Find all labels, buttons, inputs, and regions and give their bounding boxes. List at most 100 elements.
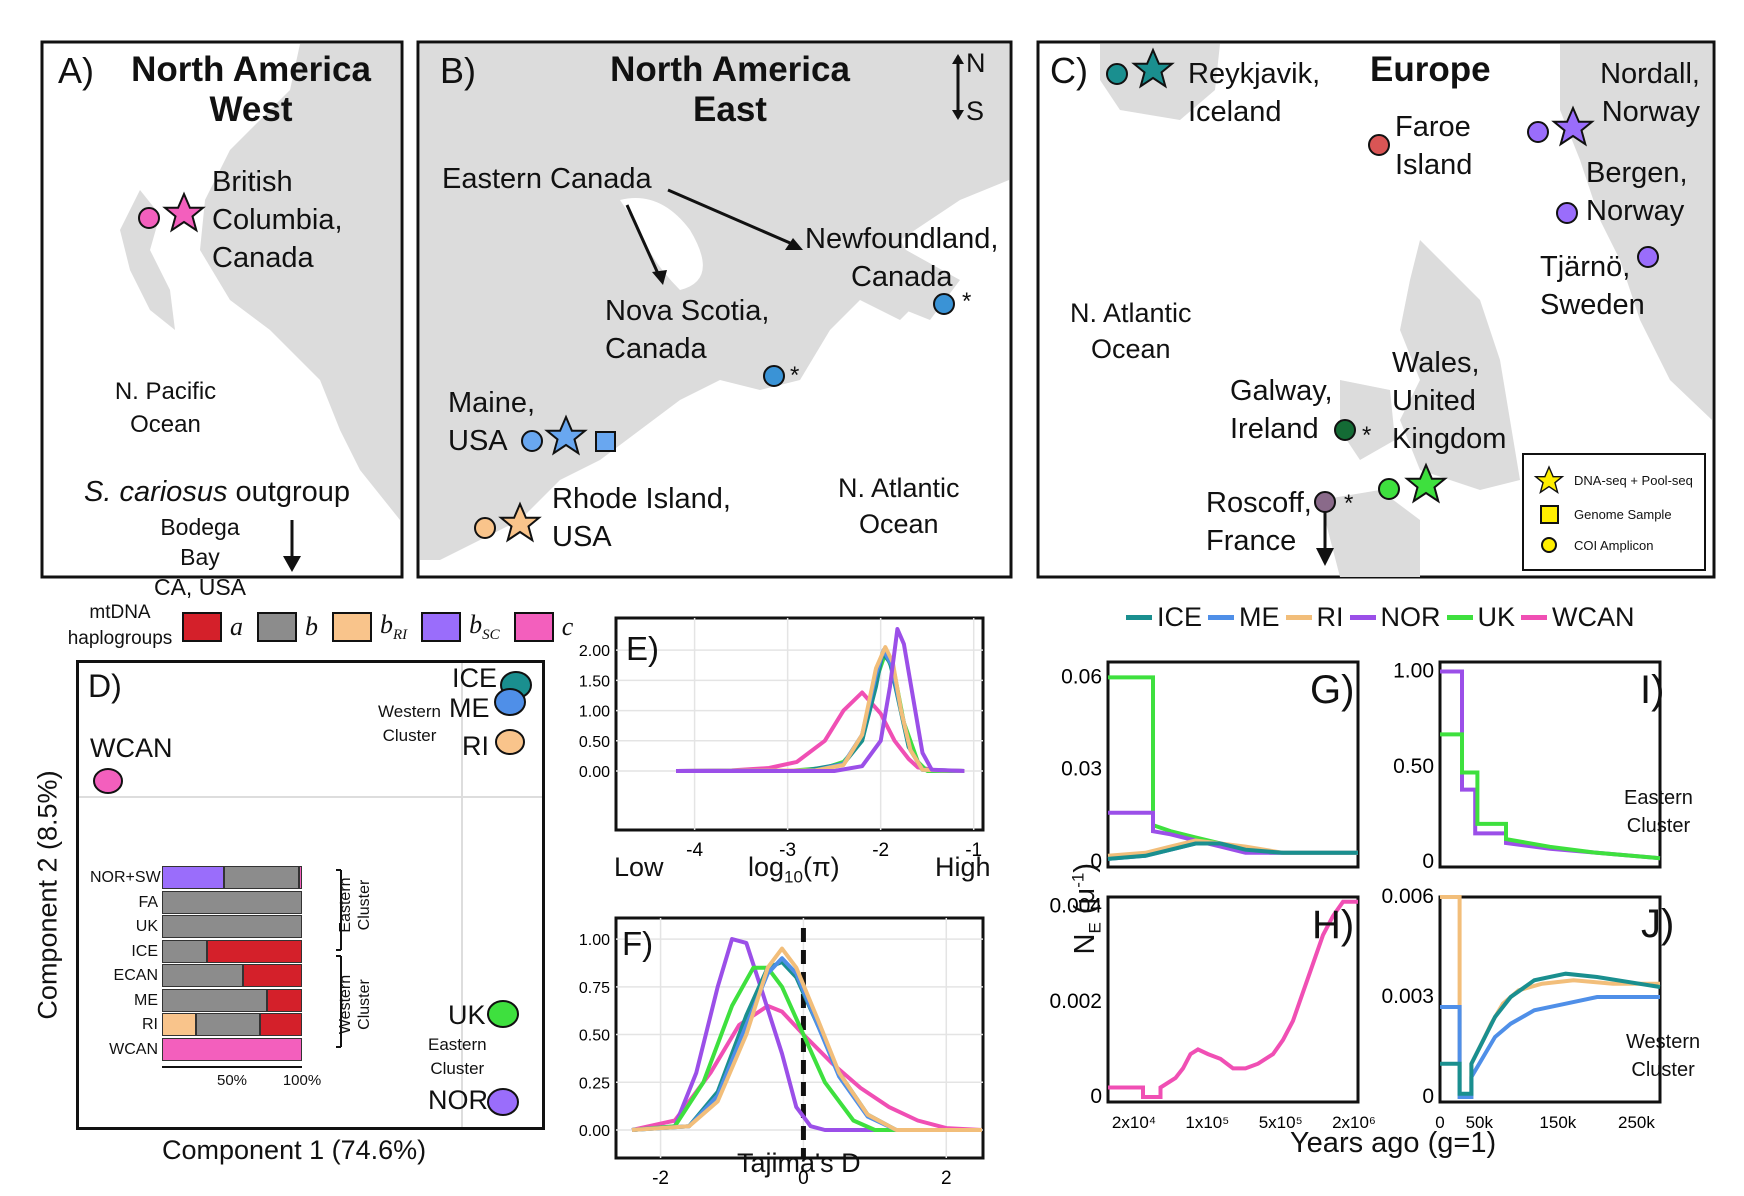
- series-line-nor: [631, 937, 982, 1132]
- roscoff-label: Roscoff, France: [1206, 487, 1312, 557]
- panel-h-letter: H): [1312, 903, 1355, 947]
- ytick-label: 0.50: [1393, 755, 1434, 778]
- wales-label: Wales, United Kingdom: [1392, 347, 1507, 455]
- coi-marker-me: [521, 430, 543, 452]
- maps-svg: [40, 40, 1716, 579]
- coi-marker-nf: [933, 293, 955, 315]
- coi-marker-ri: [474, 517, 496, 539]
- ytick-label: 1.50: [579, 673, 610, 690]
- coi-marker-ice: [1106, 63, 1128, 85]
- chart-j: 0 0.003 0.006 0 50k 150k 250k: [1381, 885, 1662, 1132]
- bar-segment: [162, 890, 302, 914]
- ytick-label: 0: [1090, 850, 1102, 873]
- chart-frame-g: [1106, 660, 1360, 869]
- xtick-label: -2: [872, 840, 889, 861]
- pca-label-nor: NOR: [428, 1085, 488, 1115]
- star-marker-ri: [500, 503, 540, 542]
- bar-row-label: UK: [135, 918, 158, 935]
- ytick-label: 0.75: [579, 980, 610, 997]
- haplogroup-swatch-2: [332, 612, 372, 642]
- bar-row-label: ME: [134, 991, 158, 1009]
- ytick-label: 0: [1422, 1085, 1434, 1108]
- haplogroup-bar-inset: NOR+SW FA UK ICE ECAN ME RI WCAN 50% 100%: [90, 866, 380, 1089]
- legend-line-wcan: [1521, 614, 1548, 620]
- pca-point-nor: [487, 1088, 519, 1116]
- bar-segment: [206, 939, 302, 963]
- chart-h: 0 0.002 0.004 2x10⁴ 1x10⁵ 5x10⁵ 2x10⁶: [1049, 895, 1376, 1132]
- chart-f: 0.00 0.25 0.50 0.75 1.00 -2 0 2: [579, 916, 985, 1189]
- rhode-island-label: Rhode Island, USA: [552, 483, 731, 553]
- haplogroup-swatch-3: [421, 612, 462, 642]
- pca-label-uk: UK: [448, 1000, 486, 1030]
- e-xlabel-high: High: [935, 852, 991, 882]
- legend-label-ri: RI: [1316, 601, 1344, 632]
- bar-segment: [162, 1037, 302, 1061]
- series-line-uk: [631, 965, 982, 1132]
- haplogroup-label-4: c: [561, 612, 574, 641]
- panel-b-title: North America East: [610, 50, 850, 129]
- bar-row-label: WCAN: [109, 1040, 158, 1058]
- xtick-label: 2x10⁶: [1332, 1113, 1376, 1132]
- bar-segment: [223, 866, 300, 889]
- bar-axis: [162, 1066, 302, 1068]
- haplogroup-label-2: bRI: [380, 609, 408, 644]
- legend-line-me: [1208, 614, 1235, 620]
- bergen-label: Bergen, Norway: [1586, 157, 1688, 227]
- bar-tick-label: 100%: [282, 1072, 322, 1089]
- j-annotation: Western Cluster: [1626, 1031, 1701, 1081]
- compass-n: N: [966, 48, 986, 78]
- series-line-ice: [1107, 841, 1358, 861]
- legend-line-uk: [1446, 614, 1473, 620]
- newfoundland-label: Newfoundland, Canada: [805, 223, 999, 293]
- genome-marker-me: [595, 431, 616, 452]
- bar-row-label: ECAN: [113, 967, 158, 984]
- panel-a-title: North America West: [131, 50, 371, 129]
- xtick-label: 50k: [1466, 1113, 1494, 1132]
- ne-series-legend: ICE ME RI NOR UK WCAN: [1120, 600, 1635, 634]
- haplogroup-sublabel-3: SC: [482, 627, 500, 644]
- bar-row-label: NOR+SW: [90, 869, 161, 886]
- haplogroup-swatch-4: [513, 612, 554, 642]
- ytick-label: 0: [1422, 850, 1434, 873]
- chart-i: 0 0.50 1.00: [1393, 660, 1662, 873]
- tjarno-label: Tjärnö, Sweden: [1540, 251, 1645, 321]
- series-line-wcan: [1108, 899, 1358, 1099]
- legend-label-uk: UK: [1477, 601, 1516, 632]
- panel-a-letter: A): [58, 50, 94, 91]
- legend-label-nor: NOR: [1380, 601, 1441, 632]
- bar-segment: [243, 964, 302, 987]
- ytick-label: 0: [1090, 1085, 1102, 1108]
- haplogroup-label-0: a: [230, 612, 243, 641]
- xtick-label: 2: [941, 1168, 952, 1189]
- map-panel-a: [40, 40, 404, 579]
- bar-segment: [162, 939, 207, 963]
- bar-row-label: FA: [138, 893, 158, 911]
- haplogroup-legend-title: mtDNA haplogroups: [67, 602, 173, 649]
- legend-line-nor: [1349, 614, 1376, 620]
- ytick-label: 0.00: [579, 764, 610, 781]
- ytick-label: 0.25: [579, 1075, 610, 1092]
- legend-label-wcan: WCAN: [1552, 601, 1635, 632]
- pca-label-me: ME: [449, 693, 490, 723]
- ytick-label: 0.006: [1381, 885, 1434, 908]
- coi-marker-bergen: [1556, 202, 1578, 224]
- legend-circle-icon: [1541, 537, 1557, 553]
- ytick-label: 0.00: [579, 1123, 610, 1140]
- xtick-label: -4: [686, 840, 703, 861]
- chart-g: 0 0.03 0.06: [1061, 660, 1360, 873]
- pca-eastern-cluster: Eastern Cluster: [428, 1035, 487, 1078]
- eastern-canada-label: Eastern Canada: [442, 163, 652, 195]
- series-line-ice: [1440, 971, 1661, 1096]
- coi-marker-bc: [138, 207, 160, 229]
- xtick-label: -2: [652, 1168, 669, 1189]
- panel-i-letter: I): [1640, 668, 1665, 712]
- reykjavik-label: Reykjavik, Iceland: [1188, 58, 1321, 128]
- bar-segment: [162, 988, 267, 1012]
- arrow-down-a: [283, 556, 301, 572]
- legend-line-ri: [1285, 614, 1312, 620]
- haplogroup-sublabel-2: RI: [393, 627, 408, 644]
- bodega-label: Bodega Bay CA, USA: [153, 514, 247, 600]
- pca-point-ri: [495, 729, 525, 755]
- ne-xlabel: Years ago (g=1): [1290, 1127, 1497, 1159]
- ocean-label-c: N. Atlantic Ocean: [1070, 298, 1192, 364]
